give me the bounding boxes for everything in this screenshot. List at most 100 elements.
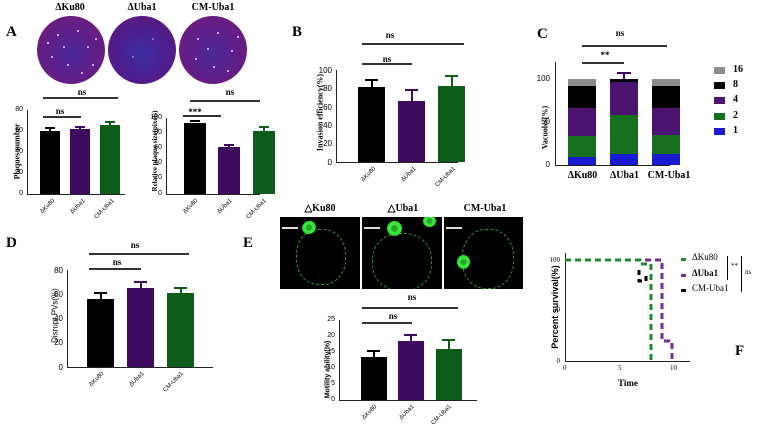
x-tick: 0 [563, 364, 567, 372]
y-tick: 60 [54, 290, 63, 299]
error-bar [411, 89, 413, 101]
segment-2 [652, 135, 680, 154]
legend-swatch-8 [714, 82, 725, 89]
y-tick: 40 [154, 159, 162, 166]
y-tick: 40 [15, 148, 23, 155]
bar-uba1 [218, 147, 240, 194]
legend-swatch-16 [714, 67, 725, 74]
legend-label: 16 [733, 64, 743, 75]
sig-bar [362, 307, 458, 309]
error-bar [451, 75, 453, 86]
y-tick: 40 [54, 314, 63, 323]
sig-bar [582, 62, 624, 64]
error-bar [49, 127, 51, 131]
bar-cm-uba1 [436, 349, 462, 400]
y-tick: 15 [327, 348, 335, 355]
bar-uba1 [398, 341, 424, 400]
error-cap [445, 75, 458, 77]
sig-label: ns [382, 54, 392, 64]
y-tick: 80 [323, 84, 332, 93]
vacuole-outline [296, 229, 346, 285]
error-bar [79, 126, 81, 129]
parasite-nucleus [457, 255, 470, 269]
parasite-nucleus [387, 221, 402, 236]
y-tick: 20 [15, 169, 23, 176]
error-cap [94, 292, 107, 294]
segment-8 [568, 86, 596, 108]
bar-uba1 [70, 129, 90, 194]
y-axis [336, 70, 337, 162]
y-tick: 100 [549, 256, 561, 264]
sig-label: ns [130, 240, 140, 250]
y-tick: 20 [154, 174, 162, 181]
sig-label: ns [225, 87, 235, 97]
error-cap [617, 72, 631, 74]
sig-bar [582, 45, 667, 47]
segment-2 [568, 136, 596, 157]
y-axis [67, 270, 68, 367]
x-label-ku80: ΔKu80 [88, 371, 106, 388]
curve-ku80 [565, 258, 653, 361]
panel-label-e: E [243, 235, 254, 251]
x-label-uba1: ΔUba1 [69, 198, 87, 216]
sig-bar [89, 253, 189, 255]
bar-cm-uba1 [438, 86, 465, 162]
x-axis-label: Time [618, 378, 638, 388]
y-tick: 100 [318, 66, 332, 75]
sig-bar [362, 63, 412, 65]
error-bar [140, 281, 142, 288]
scale-bar [364, 227, 380, 229]
segment-8 [652, 86, 680, 108]
y-tick: 0 [556, 357, 561, 365]
legend-swatch-1 [714, 128, 725, 135]
sig-label: ns [407, 292, 417, 302]
error-cap [224, 144, 234, 146]
panel-label-b: B [292, 24, 303, 40]
sig-label: ns [615, 28, 625, 38]
sig-label: ns [77, 87, 87, 97]
x-tick: 5 [618, 364, 622, 372]
y-tick: 25 [327, 316, 335, 323]
error-bar [373, 350, 375, 357]
plaque-plate-cm-uba1 [179, 16, 247, 84]
error-bar [371, 79, 373, 87]
sig-bar [190, 100, 260, 102]
scale-bar [446, 227, 462, 229]
y-tick: 80 [54, 266, 63, 275]
y-tick: 0 [545, 160, 550, 169]
x-axis [555, 165, 670, 166]
legend-label: 4 [733, 94, 738, 105]
sig-label: ns [745, 268, 752, 276]
fluorescence-image-cm-uba1 [444, 217, 523, 289]
y-tick: 60 [15, 127, 23, 134]
y-axis [166, 118, 167, 194]
sig-label: ns [388, 311, 398, 321]
segment-1 [610, 154, 638, 165]
x-label-cm-uba1: CM-Uba1 [93, 198, 117, 221]
segment-1 [652, 154, 680, 165]
y-tick: 0 [327, 158, 332, 167]
vacuole-outline [462, 229, 514, 289]
sig-bracket [727, 256, 728, 280]
legend-label: 1 [733, 125, 738, 136]
plate-header-uba1: ΔUba1 [127, 2, 157, 13]
error-cap [259, 126, 269, 128]
y-tick: 60 [323, 103, 332, 112]
y-axis [339, 320, 340, 400]
sig-bar [89, 268, 141, 270]
error-bar [109, 121, 111, 125]
segment-4 [568, 108, 596, 136]
error-bar [623, 72, 625, 79]
x-label-ku80: ΔKu80 [39, 198, 57, 215]
image-header-ku80: △Ku80 [304, 203, 336, 214]
plate-header-cm-uba1: CM-Uba1 [191, 2, 235, 13]
y-axis-label: Vacuoles(%) [540, 105, 550, 150]
x-label-ku80: ΔKu80 [182, 198, 200, 215]
bar-ku80 [40, 131, 60, 194]
x-axis [27, 194, 125, 195]
image-header-cm-uba1: CM-Uba1 [463, 203, 507, 214]
legend-swatch-4 [714, 97, 725, 104]
curve-uba1 [645, 258, 674, 361]
y-axis [555, 62, 556, 165]
bar-ku80 [358, 87, 385, 162]
